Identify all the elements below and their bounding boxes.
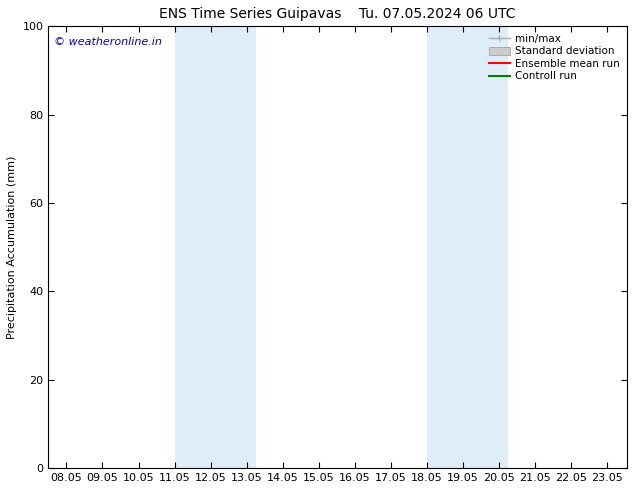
Text: © weatheronline.in: © weatheronline.in [54,37,162,48]
Y-axis label: Precipitation Accumulation (mm): Precipitation Accumulation (mm) [7,155,17,339]
Bar [174,26,256,468]
Title: ENS Time Series Guipavas    Tu. 07.05.2024 06 UTC: ENS Time Series Guipavas Tu. 07.05.2024 … [160,7,516,21]
Legend: min/max, Standard deviation, Ensemble mean run, Controll run: min/max, Standard deviation, Ensemble me… [485,29,624,86]
Bar [427,26,508,468]
